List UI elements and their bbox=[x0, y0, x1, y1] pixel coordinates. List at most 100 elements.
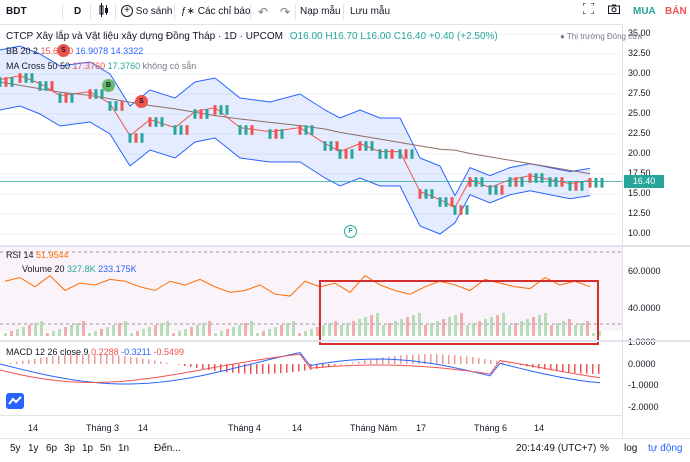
volume-bar bbox=[526, 319, 529, 336]
volume-bar bbox=[274, 327, 277, 336]
candle bbox=[101, 89, 104, 99]
volume-bar bbox=[556, 323, 559, 336]
volume-bar bbox=[340, 325, 343, 336]
goto-date-button[interactable]: Đến... bbox=[154, 443, 181, 454]
macd-tick-label: 0.0000 bbox=[628, 359, 656, 369]
volume-bar bbox=[106, 327, 109, 336]
volume-bar bbox=[574, 325, 577, 336]
macd-bar bbox=[268, 364, 270, 374]
sell-button[interactable]: BÁN bbox=[665, 3, 687, 21]
volume-bar bbox=[4, 333, 7, 336]
interval-selector[interactable]: D bbox=[74, 3, 81, 21]
candle bbox=[371, 141, 374, 151]
candle bbox=[405, 149, 408, 159]
volume-bar bbox=[544, 313, 547, 336]
macd-bar bbox=[430, 354, 432, 364]
macd-bar bbox=[574, 364, 576, 373]
volume-bar bbox=[82, 321, 85, 336]
macd-legend-macd: -0.3211 bbox=[121, 347, 151, 357]
volume-bar bbox=[400, 319, 403, 336]
volume-bar bbox=[40, 321, 43, 336]
volume-bar bbox=[148, 327, 151, 336]
bb-legend-upper: 16.9078 bbox=[76, 46, 109, 56]
chart-canvas[interactable] bbox=[0, 24, 622, 437]
candle bbox=[45, 81, 48, 91]
macd-bar bbox=[142, 358, 144, 364]
candle-style-icon[interactable] bbox=[98, 3, 110, 21]
chart-header: CTCP Xây lắp và Vật liệu xây dựng Đồng T… bbox=[6, 31, 498, 42]
volume-bar bbox=[238, 325, 241, 336]
volume-legend[interactable]: Volume 20 327.8K 233.175K bbox=[22, 264, 137, 274]
pane-separator[interactable] bbox=[0, 340, 622, 342]
candle bbox=[466, 205, 469, 215]
candle bbox=[135, 133, 138, 143]
sell-signal-marker[interactable]: S bbox=[135, 95, 148, 108]
save-template-button[interactable]: Lưu mẫu bbox=[350, 3, 390, 21]
range-button[interactable]: 5y bbox=[10, 443, 21, 454]
indicators-button[interactable]: ƒ∗ Các chỉ báo bbox=[181, 3, 251, 21]
range-button[interactable]: 1n bbox=[118, 443, 129, 454]
volume-bar bbox=[250, 321, 253, 336]
buy-signal-marker[interactable]: B bbox=[102, 79, 115, 92]
auto-scale-toggle[interactable]: tự động bbox=[648, 443, 683, 454]
volume-bar bbox=[88, 333, 91, 336]
redo-icon[interactable]: ↷ bbox=[280, 3, 290, 21]
macd-bar bbox=[220, 364, 222, 372]
range-button[interactable]: 3p bbox=[64, 443, 75, 454]
volume-legend-v2: 233.175K bbox=[98, 264, 137, 274]
bb-legend-name: BB 20 2 bbox=[6, 46, 38, 56]
rsi-legend[interactable]: RSI 14 51.9544 bbox=[6, 250, 69, 260]
macd-bar bbox=[274, 364, 276, 374]
range-button[interactable]: 6p bbox=[46, 443, 57, 454]
candle bbox=[65, 93, 68, 103]
macd-bar bbox=[568, 364, 570, 373]
volume-bar bbox=[22, 327, 25, 336]
sell-signal-marker[interactable]: S bbox=[57, 44, 70, 57]
bb-legend[interactable]: BB 20 2 15.6200 16.9078 14.3322 bbox=[6, 46, 143, 56]
compare-button[interactable]: + So sánh bbox=[121, 3, 172, 21]
snapshot-icon[interactable] bbox=[608, 3, 620, 21]
volume-bar bbox=[592, 333, 595, 336]
volume-bar bbox=[328, 323, 331, 336]
volume-bar bbox=[94, 331, 97, 336]
candle bbox=[379, 149, 382, 159]
candle bbox=[5, 77, 8, 87]
undo-icon[interactable]: ↶ bbox=[258, 3, 268, 21]
candle bbox=[339, 149, 342, 159]
time-tick-label: Tháng 4 bbox=[228, 423, 261, 433]
clock-display[interactable]: 20:14:49 (UTC+7) bbox=[516, 443, 596, 454]
axis-separator bbox=[623, 245, 690, 247]
percent-scale-toggle[interactable]: % bbox=[600, 443, 609, 454]
volume-bar bbox=[568, 319, 571, 336]
candle bbox=[469, 177, 472, 187]
price-tick-label: 32.50 bbox=[628, 48, 651, 58]
macd-signal-line bbox=[0, 354, 600, 382]
candle bbox=[109, 101, 112, 111]
pane-separator[interactable] bbox=[0, 245, 622, 247]
ohlc-change: +0.40 (+2.50%) bbox=[429, 31, 498, 42]
volume-bar bbox=[136, 331, 139, 336]
tradingview-logo-icon[interactable] bbox=[6, 393, 24, 409]
range-button[interactable]: 5n bbox=[100, 443, 111, 454]
ma-legend[interactable]: MA Cross 50 50 17.3760 17.3760 không có … bbox=[6, 61, 196, 71]
volume-bar bbox=[520, 321, 523, 336]
load-template-button[interactable]: Nạp mẫu bbox=[300, 3, 341, 21]
volume-bar bbox=[268, 329, 271, 336]
candle bbox=[445, 197, 448, 207]
fullscreen-icon[interactable] bbox=[583, 3, 594, 21]
ma-legend-v3: không có sẵn bbox=[143, 61, 197, 71]
plus-circle-icon: + bbox=[121, 5, 133, 17]
symbol-search[interactable]: BDT bbox=[6, 3, 27, 21]
candle bbox=[220, 105, 223, 115]
event-marker[interactable]: F bbox=[344, 225, 357, 238]
volume-bar bbox=[304, 331, 307, 336]
macd-bar bbox=[46, 357, 48, 364]
log-scale-toggle[interactable]: log bbox=[624, 443, 637, 454]
volume-bar bbox=[532, 317, 535, 336]
buy-button[interactable]: MUA bbox=[633, 3, 656, 21]
macd-legend[interactable]: MACD 12 26 close 9 0.2288 -0.3211 -0.549… bbox=[6, 347, 184, 357]
volume-bar bbox=[508, 325, 511, 336]
candle bbox=[489, 185, 492, 195]
range-button[interactable]: 1p bbox=[82, 443, 93, 454]
range-button[interactable]: 1y bbox=[28, 443, 39, 454]
